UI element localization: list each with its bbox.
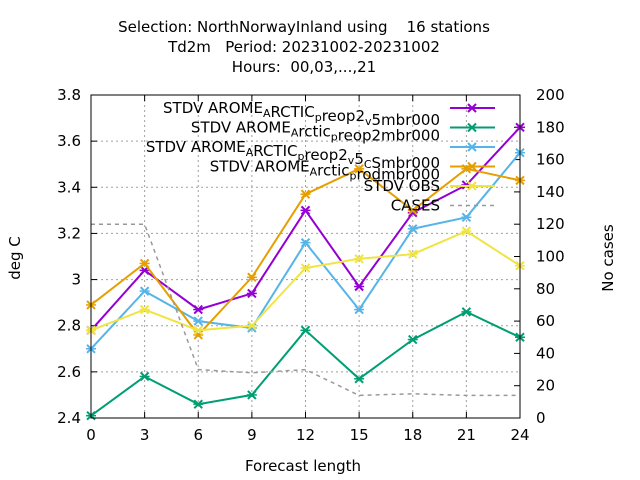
legend-label: STDV AROMEARCTICpreop2v5mbr000	[163, 99, 440, 129]
data-point	[139, 258, 150, 269]
data-point	[461, 226, 472, 236]
data-point	[467, 142, 477, 152]
data-point	[354, 304, 365, 315]
data-point	[193, 316, 204, 326]
data-point	[193, 325, 204, 336]
data-point	[407, 224, 418, 234]
data-point	[354, 374, 365, 384]
plot-frame	[90, 94, 521, 419]
y-tick-label: 3.6	[57, 132, 81, 150]
data-point	[246, 288, 257, 299]
data-point	[139, 371, 150, 382]
data-point	[467, 161, 477, 172]
data-point	[246, 390, 257, 400]
legend-label: STDV OBS	[364, 177, 440, 195]
x-tick-label: 0	[86, 426, 96, 444]
y2-tick-label: 80	[536, 280, 555, 298]
y2-tick-label: 60	[536, 312, 555, 330]
y-tick-label: 3.4	[57, 178, 81, 196]
x-axis-ticks: 0 3 6 9 12 15 18 21 24	[86, 95, 530, 444]
title-line-3: Hours: 00,03,...,21	[232, 58, 376, 76]
data-point	[461, 212, 472, 222]
y-tick-label: 3.8	[57, 86, 81, 104]
y-tick-label: 3	[71, 271, 81, 289]
y2-tick-label: 200	[536, 86, 565, 104]
data-point	[300, 263, 311, 273]
y2-tick-label: 160	[536, 151, 565, 169]
y2-tick-label: 180	[536, 118, 565, 136]
data-point	[139, 286, 150, 296]
series-line	[91, 223, 520, 397]
y2-tick-label: 140	[536, 183, 565, 201]
data-point	[193, 399, 204, 409]
legend-label: CASES	[391, 197, 440, 215]
x-tick-label: 3	[140, 426, 150, 444]
chart-title: Selection: NorthNorwayInland using 16 st…	[118, 18, 490, 76]
y2-tick-label: 20	[536, 377, 555, 395]
data-point	[246, 321, 257, 331]
y2-axis-label: No cases	[599, 224, 617, 292]
data-point	[193, 330, 204, 340]
data-point	[354, 281, 365, 292]
x-tick-label: 9	[247, 426, 257, 444]
legend-label: STDV AROMEArcticprodmbr000	[210, 158, 440, 184]
y-tick-label: 2.6	[57, 363, 81, 381]
grid-lines	[91, 95, 520, 418]
data-point	[467, 181, 477, 191]
data-point	[407, 249, 418, 259]
x-tick-label: 18	[403, 426, 422, 444]
data-point	[467, 122, 477, 133]
y2-tick-label: 0	[536, 409, 546, 427]
y-axis-label: deg C	[6, 236, 24, 280]
y-tick-label: 3.2	[57, 224, 81, 242]
y-tick-label: 2.4	[57, 409, 81, 427]
y2-tick-label: 120	[536, 215, 565, 233]
data-point	[300, 325, 311, 336]
data-point	[139, 304, 150, 315]
data-point	[300, 237, 311, 248]
data-point	[246, 272, 257, 282]
data-point	[193, 304, 204, 315]
data-point	[407, 205, 418, 216]
y-tick-label: 2.8	[57, 317, 81, 335]
x-axis-label: Forecast length	[245, 457, 361, 475]
y2-tick-label: 100	[536, 248, 565, 266]
data-point	[300, 189, 311, 199]
legend-label: STDV AROMEArcticpreop2mbr000	[191, 119, 440, 145]
data-point	[354, 164, 365, 174]
title-line-1: Selection: NorthNorwayInland using 16 st…	[118, 18, 490, 36]
data-point	[407, 334, 418, 345]
x-tick-label: 6	[193, 426, 203, 444]
data-point	[354, 254, 365, 264]
x-tick-label: 21	[457, 426, 476, 444]
y-axis-ticks: 2.4 2.6 2.8 3 3.2 3.4 3.6 3.8	[57, 86, 97, 427]
y2-tick-label: 40	[536, 344, 555, 362]
x-tick-label: 12	[296, 426, 315, 444]
y2-axis-ticks: 0 20 40 60 80 100 120 140 160 180 200	[514, 86, 565, 427]
data-point	[467, 103, 477, 113]
data-point	[461, 307, 472, 317]
legend-label: STDV AROMEARCTICpreop2v5CSmbr000	[146, 138, 440, 172]
data-point	[300, 205, 311, 216]
title-line-2: Td2m Period: 20231002-20231002	[167, 38, 440, 56]
x-tick-label: 24	[510, 426, 529, 444]
x-tick-label: 15	[350, 426, 369, 444]
